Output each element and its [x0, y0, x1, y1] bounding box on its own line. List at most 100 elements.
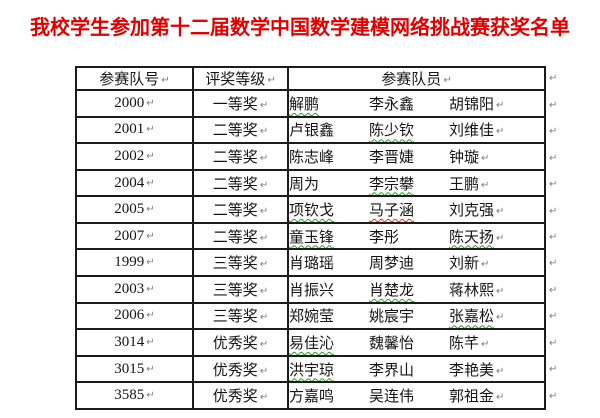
team-number-cell: 2006 ↵ — [75, 301, 194, 331]
row-end-mark-icon: ↵ — [549, 99, 558, 111]
paragraph-mark-icon: ↵ — [259, 285, 269, 297]
members-cell: 陈志峰 李晋婕 钟璇 ↵ — [287, 142, 546, 171]
award-level-cell: 优秀奖 ↵ — [192, 354, 289, 384]
paragraph-mark-icon: ↵ — [267, 75, 276, 86]
page-title: 我校学生参加第十二届数学中国数学建模网络挑战赛获奖名单 — [30, 17, 570, 39]
paragraph-mark-icon: ↵ — [496, 126, 505, 138]
team-number-cell: 3014 ↵ — [75, 328, 194, 357]
member-name: 郑婉莹 — [289, 309, 335, 326]
member-name: 刘克强 — [449, 203, 495, 220]
member-name: 张嘉松 — [449, 309, 495, 326]
member-name: 蒋林熙 — [449, 282, 495, 299]
members-cell: 肖璐瑶 周梦迪 刘新 ↵ — [287, 248, 546, 278]
member-name: 王鹏 — [449, 176, 480, 193]
row-end-mark-icon: ↵ — [549, 284, 558, 296]
team-number-cell: 2003 ↵ — [75, 275, 194, 304]
team-number-cell: 1999 ↵ — [75, 248, 194, 278]
row-end-mark-icon: ↵ — [549, 232, 558, 243]
team-number-cell: 2007 ↵ — [75, 221, 194, 251]
paragraph-mark-icon: ↵ — [259, 312, 269, 324]
paragraph-mark-icon: ↵ — [481, 152, 490, 164]
paragraph-mark-icon: ↵ — [146, 97, 155, 109]
header-row: 参赛队号 ↵ 评奖等级 ↵ 参赛队员 ↵ — [75, 66, 546, 91]
award-level-cell: 三等奖 ↵ — [192, 275, 289, 304]
paragraph-mark-icon: ↵ — [481, 338, 490, 350]
members-cell: 卢银鑫 陈少钦 刘维佳 ↵ — [287, 115, 546, 145]
col-header-team: 参赛队号 ↵ — [75, 66, 194, 91]
table-row: 3015 ↵ 优秀奖 ↵ 洪宇琼 李界山 李艳美 ↵ — [75, 354, 546, 384]
paragraph-mark-icon: ↵ — [146, 124, 155, 136]
members-cell: 郑婉莹 姚宸宇 张嘉松 ↵ — [287, 301, 546, 331]
member-name: 郭祖金 — [449, 389, 495, 406]
award-level-cell: 二等奖 ↵ — [192, 168, 289, 198]
paragraph-mark-icon: ↵ — [496, 392, 505, 404]
col-header-team-label: 参赛队号 — [99, 72, 160, 88]
table-row: 2002 ↵ 二等奖 ↵ 陈志峰 李晋婕 钟璇 ↵ — [75, 142, 546, 171]
member-name: 吴连伟 — [369, 389, 415, 406]
members-cell: 方嘉鸣 吴连伟 郭祖金 ↵ — [287, 381, 546, 410]
paragraph-mark-icon: ↵ — [259, 392, 269, 404]
row-end-mark-icon: ↵ — [549, 390, 558, 402]
paragraph-mark-icon: ↵ — [259, 126, 269, 138]
paragraph-mark-icon: ↵ — [496, 99, 505, 111]
award-level-cell: 二等奖 ↵ — [192, 115, 289, 145]
award-level-cell: 一等奖 ↵ — [192, 89, 289, 118]
award-level-cell: 二等奖 ↵ — [192, 195, 289, 224]
award-level-cell: 优秀奖 ↵ — [192, 381, 289, 410]
team-number-cell: 2002 ↵ — [75, 142, 194, 171]
paragraph-mark-icon: ↵ — [443, 75, 452, 86]
member-name: 李彤 — [369, 229, 400, 246]
member-name: 易佳沁 — [289, 335, 335, 352]
member-name: 刘维佳 — [449, 123, 495, 140]
table-row: 2000 ↵ 一等奖 ↵ 解鹏 李永鑫 胡锦阳 ↵ — [75, 89, 546, 118]
paragraph-mark-icon: ↵ — [161, 75, 170, 86]
member-name: 周为 — [289, 176, 320, 193]
table-row: 2003 ↵ 三等奖 ↵ 肖振兴 肖楚龙 蒋林熙 ↵ — [75, 275, 546, 304]
member-name: 陈志峰 — [289, 149, 335, 166]
paragraph-mark-icon: ↵ — [259, 365, 269, 377]
table-row: 2006 ↵ 三等奖 ↵ 郑婉莹 姚宸宇 张嘉松 ↵ — [75, 301, 546, 331]
row-end-mark-icon: ↵ — [549, 152, 558, 164]
member-name: 洪宇琼 — [289, 362, 335, 379]
paragraph-mark-icon: ↵ — [146, 336, 155, 348]
member-name: 钟璇 — [449, 149, 480, 166]
award-level-cell: 优秀奖 ↵ — [192, 328, 289, 357]
member-name: 陈少钦 — [369, 123, 415, 140]
member-name: 肖璐瑶 — [289, 256, 335, 273]
member-name: 项钦戈 — [289, 203, 335, 220]
member-name: 魏馨怡 — [369, 335, 415, 352]
members-cell: 周为 李宗攀 王鹏 ↵ — [287, 168, 546, 198]
paragraph-mark-icon: ↵ — [146, 230, 155, 242]
paragraph-mark-icon: ↵ — [146, 257, 155, 269]
member-name: 陈天扬 — [449, 229, 495, 246]
paragraph-mark-icon: ↵ — [146, 177, 155, 189]
paragraph-mark-icon: ↵ — [259, 259, 269, 271]
paragraph-mark-icon: ↵ — [496, 285, 505, 297]
team-number-cell: 2001 ↵ — [75, 115, 194, 145]
member-name: 肖振兴 — [289, 282, 335, 299]
paragraph-mark-icon: ↵ — [259, 179, 269, 191]
award-level-cell: 三等奖 ↵ — [192, 301, 289, 331]
table-row: 1999 ↵ 三等奖 ↵ 肖璐瑶 周梦迪 刘新 ↵ — [75, 248, 546, 278]
paragraph-mark-icon: ↵ — [496, 312, 505, 324]
paragraph-mark-icon: ↵ — [496, 232, 505, 244]
col-header-members: 参赛队员 ↵ — [287, 66, 546, 91]
col-header-award: 评奖等级 ↵ — [192, 66, 289, 91]
member-name: 胡锦阳 — [449, 96, 495, 113]
members-cell: 易佳沁 魏馨怡 陈芊 ↵ — [287, 328, 546, 357]
paragraph-mark-icon: ↵ — [481, 259, 490, 271]
row-end-mark-icon: ↵ — [549, 205, 558, 217]
award-level-cell: 二等奖 ↵ — [192, 221, 289, 251]
member-name: 李晋婕 — [369, 149, 415, 166]
team-number-cell: 2005 ↵ — [75, 195, 194, 224]
row-end-mark-icon: ↵ — [549, 364, 558, 376]
col-header-members-label: 参赛队员 — [381, 72, 442, 88]
paragraph-mark-icon: ↵ — [259, 232, 269, 244]
team-number-cell: 3015 ↵ — [75, 354, 194, 384]
row-end-mark-icon: ↵ — [549, 126, 558, 138]
member-name: 童玉锋 — [289, 229, 335, 246]
row-end-mark-icon: ↵ — [549, 179, 558, 191]
team-number-cell: 2000 ↵ — [75, 89, 194, 118]
team-number-cell: 3585 ↵ — [75, 381, 194, 410]
